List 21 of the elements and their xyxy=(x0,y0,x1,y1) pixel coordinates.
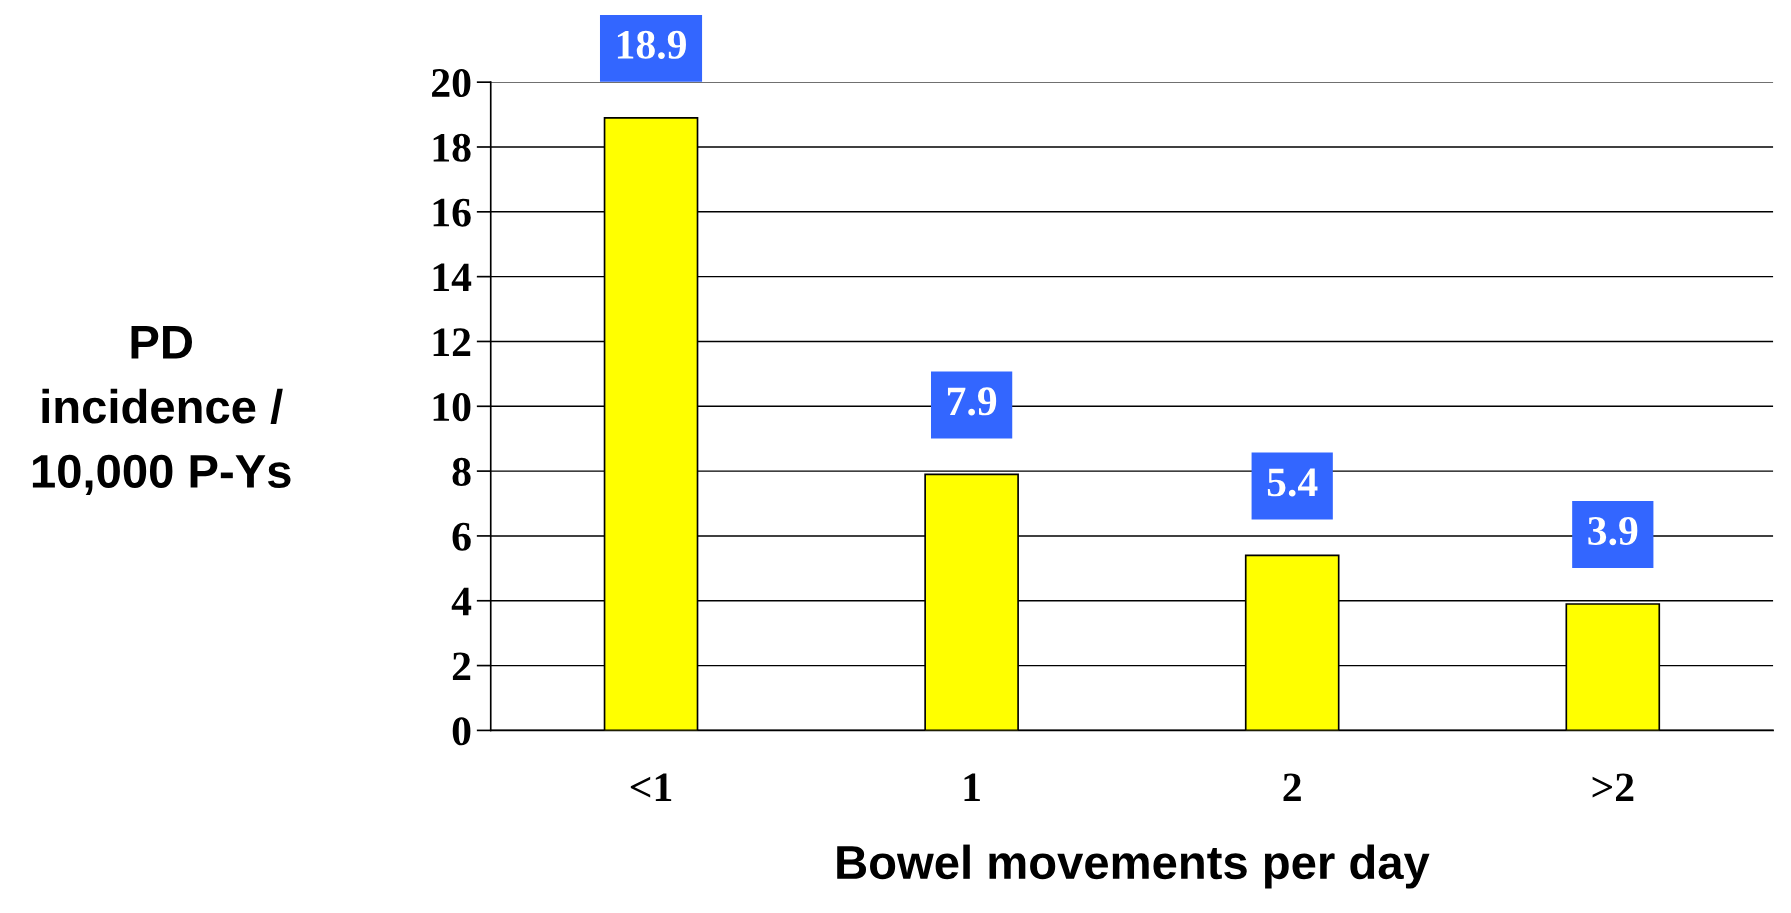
y-tick-label: 6 xyxy=(452,522,471,551)
data-label: 7.9 xyxy=(947,387,997,416)
data-label: 5.4 xyxy=(1267,468,1318,497)
x-tick-label: 1 xyxy=(964,773,980,801)
data-label: 3.9 xyxy=(1588,516,1638,546)
y-tick-label: 20 xyxy=(432,68,471,98)
y-tick-label: 10 xyxy=(433,393,471,422)
y-tick-label: 16 xyxy=(433,198,471,227)
y-axis-title: PD incidence / 10,000 P-Ys xyxy=(32,326,291,495)
y-tick-label: 2 xyxy=(452,652,471,681)
y-tick-label: 14 xyxy=(433,263,472,292)
x-tick-label: 2 xyxy=(1283,773,1301,801)
y-tick-label: 0 xyxy=(452,717,471,746)
y-tick-label: 18 xyxy=(433,133,471,162)
data-label: 18.9 xyxy=(617,30,686,59)
x-tick-label: <1 xyxy=(630,773,672,801)
y-tick-label: 4 xyxy=(451,587,472,616)
y-tick-label: 12 xyxy=(433,328,471,356)
x-axis-title: Bowel movements per day xyxy=(837,844,1430,889)
y-tick-label: 8 xyxy=(452,457,471,486)
x-tick-label: >2 xyxy=(1592,773,1634,801)
